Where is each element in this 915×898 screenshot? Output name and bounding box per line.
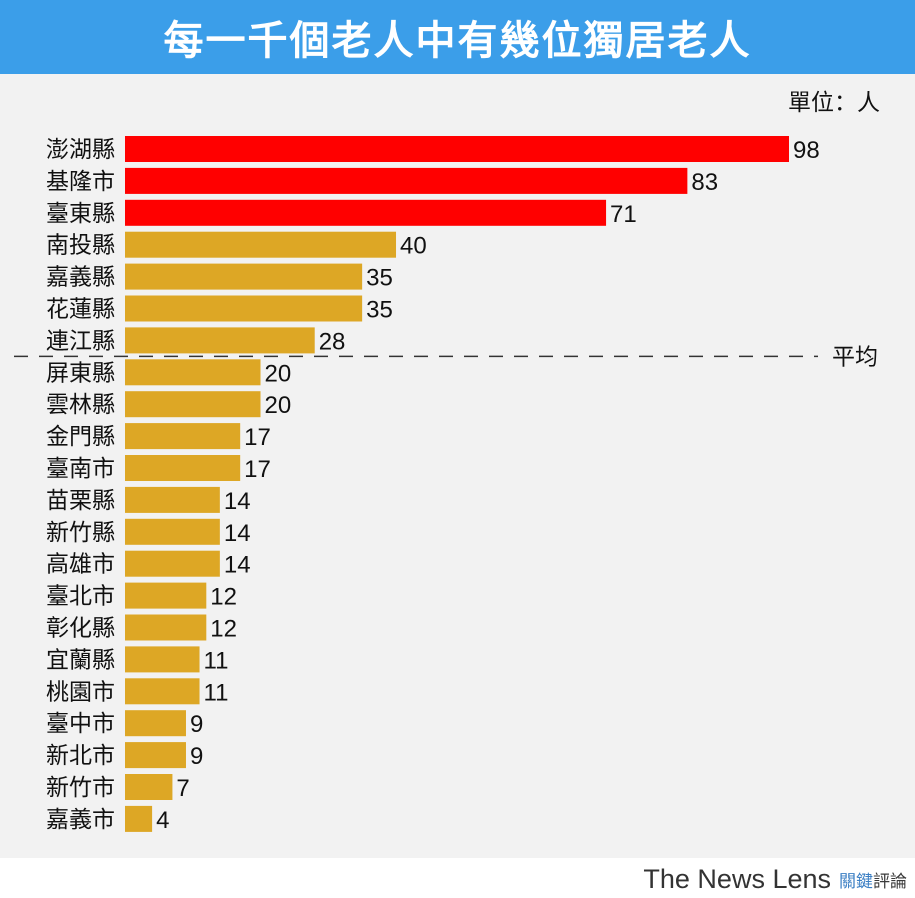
value-label: 20 bbox=[265, 360, 292, 387]
category-label: 花蓮縣 bbox=[46, 297, 115, 323]
bar bbox=[125, 582, 207, 609]
bar bbox=[125, 518, 220, 545]
bar bbox=[125, 678, 200, 705]
value-label: 98 bbox=[793, 137, 820, 164]
bar bbox=[125, 646, 200, 673]
brand-chinese: 關鍵評論 bbox=[839, 867, 907, 892]
category-label: 嘉義市 bbox=[46, 807, 115, 833]
brand-logo: The News Lens 關鍵評論 bbox=[643, 862, 907, 896]
category-label: 高雄市 bbox=[46, 552, 115, 578]
category-label: 臺東縣 bbox=[46, 201, 115, 227]
bar bbox=[125, 455, 241, 481]
bar bbox=[125, 614, 207, 641]
value-label: 11 bbox=[204, 679, 229, 706]
value-label: 9 bbox=[190, 743, 203, 770]
value-label: 14 bbox=[224, 552, 251, 579]
value-label: 35 bbox=[366, 297, 393, 324]
category-label: 臺南市 bbox=[46, 456, 115, 482]
value-label: 40 bbox=[400, 233, 427, 260]
value-label: 83 bbox=[691, 169, 718, 196]
bar bbox=[125, 391, 261, 418]
average-label: 平均 bbox=[832, 344, 878, 370]
footer: The News Lens 關鍵評論 bbox=[0, 858, 915, 898]
value-label: 17 bbox=[244, 456, 271, 483]
category-label: 連江縣 bbox=[46, 328, 115, 354]
value-label: 12 bbox=[210, 584, 237, 611]
value-label: 9 bbox=[190, 711, 203, 738]
bar bbox=[125, 167, 688, 194]
category-label: 新竹縣 bbox=[46, 520, 115, 546]
value-label: 14 bbox=[224, 520, 251, 547]
bar bbox=[125, 774, 173, 800]
bar bbox=[125, 136, 789, 162]
bar bbox=[125, 295, 363, 322]
bar bbox=[125, 710, 186, 737]
value-label: 11 bbox=[204, 647, 229, 674]
category-label: 屏東縣 bbox=[46, 360, 115, 386]
brand-chinese-a: 關鍵 bbox=[839, 871, 873, 892]
bar bbox=[125, 742, 186, 769]
category-label: 彰化縣 bbox=[46, 616, 115, 642]
value-label: 28 bbox=[319, 328, 346, 355]
bar-chart: 單位：人 澎湖縣 98 基隆市 83 臺東縣 71 南投縣 40 嘉義縣 35 花蓮縣 35 連江縣 28… bbox=[14, 90, 880, 834]
category-label: 桃園市 bbox=[46, 679, 115, 705]
category-label: 苗栗縣 bbox=[46, 488, 115, 514]
category-label: 新竹市 bbox=[46, 775, 115, 801]
value-label: 20 bbox=[265, 392, 292, 419]
chart-title: 每一千個老人中有幾位獨居老人 bbox=[0, 0, 915, 74]
unit-label: 單位：人 bbox=[788, 90, 880, 116]
bar bbox=[125, 805, 153, 832]
value-label: 14 bbox=[224, 488, 251, 515]
category-label: 臺中市 bbox=[46, 711, 115, 737]
bar bbox=[125, 231, 397, 258]
category-label: 嘉義縣 bbox=[46, 265, 115, 291]
value-label: 7 bbox=[176, 775, 189, 802]
bar bbox=[125, 550, 220, 577]
bar bbox=[125, 359, 261, 386]
category-label: 宜蘭縣 bbox=[46, 647, 115, 673]
bar bbox=[125, 199, 607, 226]
brand-chinese-b: 評論 bbox=[873, 871, 907, 892]
category-label: 澎湖縣 bbox=[46, 137, 115, 163]
value-label: 12 bbox=[210, 616, 237, 643]
category-label: 基隆市 bbox=[46, 169, 115, 195]
category-label: 金門縣 bbox=[46, 424, 115, 450]
bar bbox=[125, 327, 315, 354]
category-label: 雲林縣 bbox=[46, 392, 115, 418]
value-label: 17 bbox=[244, 424, 271, 451]
value-label: 35 bbox=[366, 265, 393, 292]
bar bbox=[125, 486, 220, 513]
brand-english: The News Lens bbox=[643, 863, 831, 894]
bar bbox=[125, 263, 363, 290]
bar bbox=[125, 423, 241, 450]
category-label: 南投縣 bbox=[46, 233, 115, 259]
value-label: 4 bbox=[156, 807, 169, 834]
chart-panel: 單位：人 澎湖縣 98 基隆市 83 臺東縣 71 南投縣 40 嘉義縣 35 花蓮縣 35 連江縣 28… bbox=[0, 74, 915, 858]
category-label: 臺北市 bbox=[46, 584, 115, 610]
value-label: 71 bbox=[610, 201, 637, 228]
category-label: 新北市 bbox=[46, 743, 115, 769]
